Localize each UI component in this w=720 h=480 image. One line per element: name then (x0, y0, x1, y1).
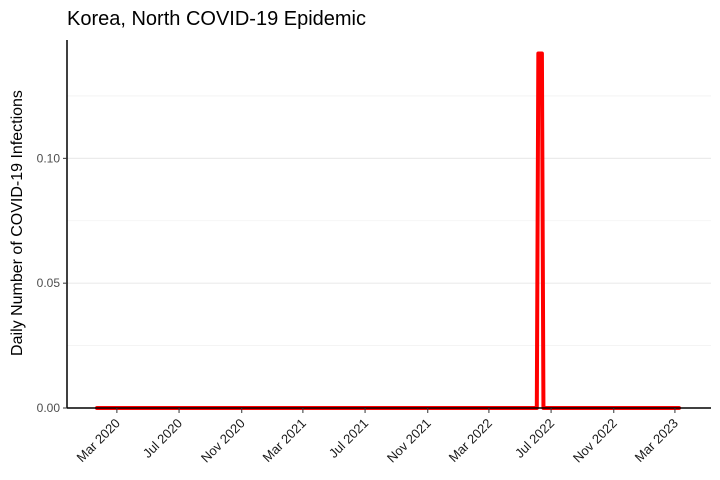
x-tick-label: Mar 2020 (74, 416, 123, 465)
x-tick-label: Mar 2022 (446, 416, 495, 465)
x-tick-label: Mar 2021 (260, 416, 309, 465)
axes (66, 40, 711, 409)
x-tick-label: Nov 2022 (570, 416, 620, 466)
chart-title: Korea, North COVID-19 Epidemic (67, 8, 366, 30)
y-tick-label: 0.05 (37, 276, 61, 290)
x-tick-label: Jul 2022 (512, 416, 557, 461)
y-tick-label: 0.00 (37, 401, 61, 415)
series-group (95, 51, 681, 410)
y-axis-label: Daily Number of COVID-19 Infections (9, 90, 26, 356)
y-tick-label: 0.10 (37, 151, 61, 165)
x-tick-label: Jul 2020 (140, 416, 185, 461)
gridlines (67, 95, 711, 346)
x-tick-label: Jul 2021 (326, 416, 371, 461)
x-tick-label: Mar 2023 (632, 416, 681, 465)
y-axis-ticks: 0.00 0.05 0.10 (37, 151, 67, 415)
series-line (95, 51, 681, 410)
x-tick-label: Nov 2021 (384, 416, 434, 466)
x-tick-label: Nov 2020 (198, 416, 248, 466)
x-axis-ticks: Mar 2020 Jul 2020 Nov 2020 Mar 2021 Jul 2021… (74, 408, 681, 465)
